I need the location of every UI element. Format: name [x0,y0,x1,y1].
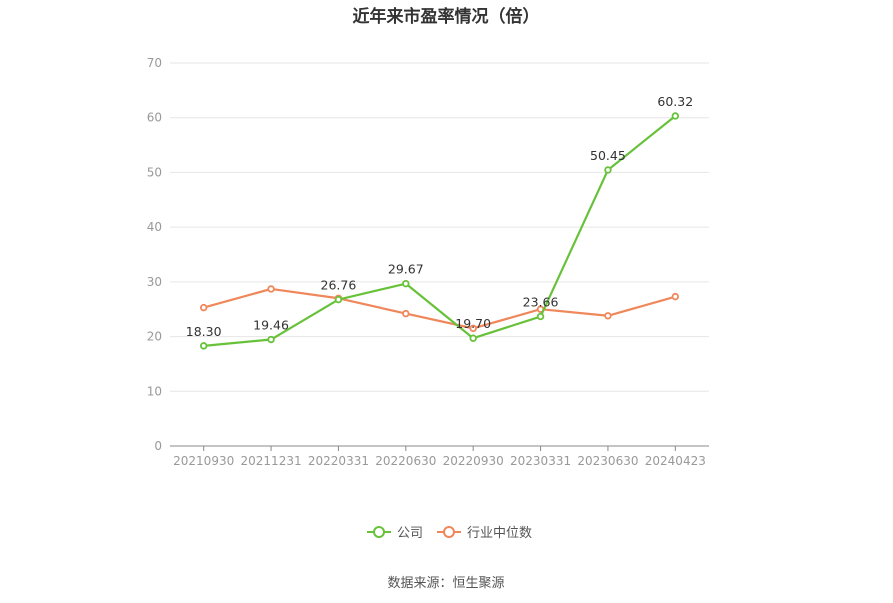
legend-item-1[interactable]: 行业中位数 [437,526,532,541]
data-point[interactable] [671,292,680,301]
x-tick-label: 20220630 [375,454,436,468]
legend-marker [443,526,455,538]
series-line-1 [203,287,676,330]
x-tick-label: 20211231 [241,454,302,468]
x-tick-label: 20210930 [173,454,234,468]
axes: 0 10 20 30 40 50 60 70 20210930 20211231 20220331 2… [147,56,709,468]
legend-label: 公司 [397,526,423,541]
y-tick-label: 20 [147,330,162,344]
x-tick-label: 20220331 [308,454,369,468]
series-layer [199,112,680,350]
legend-label: 行业中位数 [467,526,532,541]
y-tick-label: 30 [147,275,162,289]
y-tick-label: 50 [147,165,162,179]
x-tick-label: 20230630 [577,454,638,468]
chart-title: 近年来市盈率情况（倍） [353,6,540,27]
y-tick-label: 60 [147,111,162,125]
grid [170,62,709,392]
data-point[interactable] [536,312,545,321]
data-point[interactable] [199,342,208,350]
data-label: 19.70 [455,316,491,331]
y-tick-label: 40 [147,220,162,234]
legend[interactable]: 公司 行业中位数 [367,526,532,541]
data-label: 50.45 [590,148,626,163]
data-point[interactable] [267,285,275,293]
data-point[interactable] [402,309,410,318]
data-point[interactable] [267,335,275,344]
data-labels: 18.30 19.46 26.76 29.67 19.70 23.66 50.45 60.32 [186,94,693,339]
data-label: 29.67 [388,262,424,277]
legend-item-0[interactable]: 公司 [367,526,423,541]
data-label: 60.32 [657,94,693,109]
source-note: 数据来源：恒生聚源 [387,576,504,591]
data-point[interactable] [199,303,208,312]
x-tick-label: 20230331 [510,454,571,468]
y-tick-label: 0 [154,439,162,453]
data-label: 26.76 [321,278,357,293]
x-tick-label: 20240423 [645,454,706,468]
data-label: 19.46 [253,318,289,333]
data-label: 23.66 [523,295,559,310]
data-point[interactable] [334,295,343,304]
data-point[interactable] [604,166,612,174]
data-point[interactable] [469,334,477,342]
data-point[interactable] [604,312,612,320]
data-point[interactable] [671,112,680,120]
y-tick-label: 10 [147,384,162,398]
legend-marker [373,526,385,538]
y-tick-label: 70 [147,56,162,70]
series-line-0 [203,115,677,347]
data-point[interactable] [469,324,477,333]
data-label: 18.30 [186,324,222,339]
x-tick-label: 20220930 [443,454,504,468]
data-point[interactable] [402,279,410,288]
